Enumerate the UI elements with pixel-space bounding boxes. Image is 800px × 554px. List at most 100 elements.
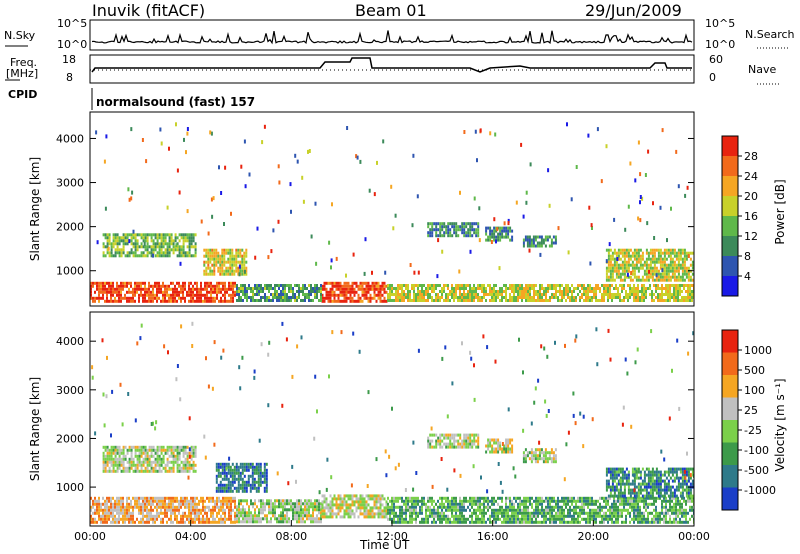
velocity-band-7 <box>485 438 514 454</box>
x-tick-label-1: 04:00 <box>175 530 207 543</box>
velocity-colorbar-swatch-5 <box>722 375 738 398</box>
x-tick-label-6: 00:00 <box>678 530 710 543</box>
power-panel: 1000 2000 3000 4000 4 8 12 16 20 24 28 <box>56 111 758 307</box>
velocity-ytick-label-2: 3000 <box>56 384 84 397</box>
freq-label: Freq. <box>10 56 38 69</box>
power-ytick-label-0: 1000 <box>56 265 84 278</box>
x-tick-label-4: 16:00 <box>477 530 509 543</box>
velocity-colorbar-label: Velocity [m s⁻¹] <box>773 378 787 472</box>
date-title: 29/Jun/2009 <box>585 1 682 20</box>
velocity-colorbar-tick-label-3: 25 <box>744 404 758 417</box>
nsky-trace <box>91 30 693 45</box>
x-tick-label-5: 20:00 <box>577 530 609 543</box>
power-ytick-label-3: 4000 <box>56 132 84 145</box>
nsearch-label: N.Search <box>745 28 795 41</box>
nsky-tick-bottom: 10^0 <box>57 38 88 51</box>
power-colorbar-swatch-7 <box>722 136 738 156</box>
velocity-colorbar-tick-label-1: 500 <box>744 364 765 377</box>
power-band-5 <box>203 248 248 276</box>
power-colorbar-swatch-1 <box>722 256 738 276</box>
velocity-colorbar-swatch-0 <box>722 487 738 510</box>
velocity-colorbar-swatch-2 <box>722 442 738 465</box>
velocity-colorbar-tick-label-0: 1000 <box>744 344 772 357</box>
nsearch-tick-top: 10^5 <box>705 17 736 30</box>
power-band-1 <box>321 281 388 303</box>
nsky-tick-top: 10^5 <box>57 17 88 30</box>
velocity-band-9 <box>605 467 694 498</box>
power-band-6 <box>427 222 480 238</box>
cpid-label: CPID <box>8 88 38 101</box>
power-colorbar-swatch-3 <box>722 216 738 236</box>
power-colorbar-swatch-4 <box>722 196 738 216</box>
power-colorbar-swatch-6 <box>722 156 738 176</box>
velocity-sparse-points <box>91 321 694 495</box>
velocity-ytick-label-1: 2000 <box>56 432 84 445</box>
velocity-colorbar-tick-label-6: -500 <box>744 464 769 477</box>
velocity-colorbar-tick-label-4: -25 <box>744 424 762 437</box>
power-band-8 <box>522 235 557 248</box>
velocity-colorbar-swatch-7 <box>722 330 738 353</box>
power-colorbar-tick-label-4: 20 <box>744 190 758 203</box>
nave-tick-bottom: 0 <box>709 71 716 84</box>
power-ytick-label-1: 2000 <box>56 221 84 234</box>
nsearch-tick-bottom: 10^0 <box>705 38 736 51</box>
x-axis-label: Time UT <box>360 538 410 552</box>
beam-title: Beam 01 <box>355 1 427 20</box>
power-colorbar-tick-label-6: 28 <box>744 150 758 163</box>
velocity-colorbar-swatch-6 <box>722 352 738 375</box>
x-tick-label-2: 08:00 <box>275 530 307 543</box>
power-colorbar-tick-label-2: 12 <box>744 230 758 243</box>
power-data <box>90 122 694 303</box>
velocity-ylabel: Slant Range [km] <box>28 376 42 482</box>
cpid-text: normalsound (fast) 157 <box>96 95 256 109</box>
x-tick-label-0: 00:00 <box>74 530 106 543</box>
nsky-panel <box>89 19 695 51</box>
time-axis: 00:00 04:00 08:00 12:00 16:00 20:00 00:00 <box>74 520 710 543</box>
nave-label: Nave <box>748 63 777 76</box>
velocity-frame <box>89 311 695 527</box>
nave-tick-top: 60 <box>709 53 723 66</box>
velocity-band-4 <box>102 445 197 473</box>
velocity-colorbar-tick-label-5: -100 <box>744 444 769 457</box>
power-colorbar-tick-label-5: 24 <box>744 170 758 183</box>
velocity-colorbar-swatch-1 <box>722 465 738 488</box>
velocity-band-8 <box>522 448 557 464</box>
power-band-7 <box>485 226 514 242</box>
velocity-colorbar-swatch-4 <box>722 397 738 420</box>
power-band-3 <box>236 284 322 302</box>
power-sparse-points <box>95 122 690 279</box>
power-colorbar-tick-label-1: 8 <box>744 250 751 263</box>
station-title: Inuvik (fitACF) <box>92 1 206 20</box>
x-tick-label-3: 12:00 <box>376 530 408 543</box>
velocity-band-6 <box>427 433 480 449</box>
velocity-ytick-label-0: 1000 <box>56 481 84 494</box>
velocity-colorbar-tick-label-2: 100 <box>744 384 765 397</box>
power-colorbar-swatch-5 <box>722 176 738 196</box>
power-band-9 <box>605 248 694 282</box>
power-band-4 <box>102 233 197 258</box>
power-colorbar-swatch-2 <box>722 236 738 256</box>
power-colorbar-tick-label-3: 16 <box>744 210 758 223</box>
status-panels <box>5 19 790 110</box>
velocity-colorbar-swatch-3 <box>722 420 738 443</box>
power-ytick-label-2: 3000 <box>56 177 84 190</box>
power-colorbar-label: Power [dB] <box>773 179 787 245</box>
velocity-data <box>90 321 694 524</box>
power-band-0 <box>90 281 236 303</box>
power-band-2 <box>387 284 694 302</box>
freq-unit: [MHz] <box>6 67 39 80</box>
velocity-band-2 <box>321 494 388 519</box>
power-colorbar-tick-label-0: 4 <box>744 270 751 283</box>
velocity-colorbar-frame <box>721 329 739 511</box>
velocity-colorbar-tick-label-7: -1000 <box>744 484 776 497</box>
velocity-band-5 <box>215 462 268 493</box>
velocity-ytick-label-3: 4000 <box>56 335 84 348</box>
freq-tick-top: 18 <box>62 53 76 66</box>
nsky-label: N.Sky <box>4 29 36 42</box>
power-frame <box>89 111 695 307</box>
velocity-panel: 1000 2000 3000 4000 1000 500 100 25 -25 -100 -500 -… <box>56 311 776 527</box>
freq-tick-bottom: 8 <box>66 71 73 84</box>
velocity-band-3 <box>387 496 694 524</box>
velocity-band-1 <box>236 499 322 524</box>
